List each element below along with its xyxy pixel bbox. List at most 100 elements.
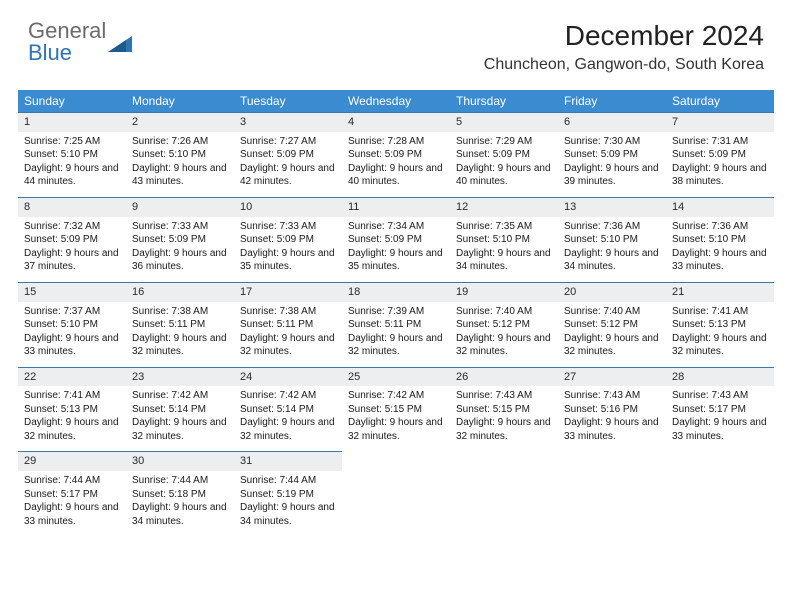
logo-triangle-icon (108, 34, 134, 54)
day-detail: Sunrise: 7:36 AMSunset: 5:10 PMDaylight:… (666, 217, 774, 282)
day-detail: Sunrise: 7:41 AMSunset: 5:13 PMDaylight:… (666, 302, 774, 367)
day-number: 24 (234, 367, 342, 387)
day-detail: Sunrise: 7:43 AMSunset: 5:17 PMDaylight:… (666, 386, 774, 451)
weekday-header-cell: Saturday (666, 90, 774, 112)
day-cell: 11Sunrise: 7:34 AMSunset: 5:09 PMDayligh… (342, 197, 450, 282)
day-number: 27 (558, 367, 666, 387)
day-cell: 27Sunrise: 7:43 AMSunset: 5:16 PMDayligh… (558, 367, 666, 452)
day-cell: 23Sunrise: 7:42 AMSunset: 5:14 PMDayligh… (126, 367, 234, 452)
calendar-grid: SundayMondayTuesdayWednesdayThursdayFrid… (0, 82, 792, 536)
weekday-header-cell: Wednesday (342, 90, 450, 112)
day-number: 30 (126, 451, 234, 471)
day-number: 1 (18, 112, 126, 132)
logo-text-blue: Blue (28, 42, 106, 64)
day-number: 2 (126, 112, 234, 132)
day-number: 11 (342, 197, 450, 217)
day-detail: Sunrise: 7:29 AMSunset: 5:09 PMDaylight:… (450, 132, 558, 197)
weekday-header-row: SundayMondayTuesdayWednesdayThursdayFrid… (18, 90, 774, 112)
day-cell: 3Sunrise: 7:27 AMSunset: 5:09 PMDaylight… (234, 112, 342, 197)
day-detail: Sunrise: 7:38 AMSunset: 5:11 PMDaylight:… (126, 302, 234, 367)
day-cell: 30Sunrise: 7:44 AMSunset: 5:18 PMDayligh… (126, 451, 234, 536)
location-subtitle: Chuncheon, Gangwon-do, South Korea (484, 56, 764, 74)
day-detail: Sunrise: 7:36 AMSunset: 5:10 PMDaylight:… (558, 217, 666, 282)
day-detail: Sunrise: 7:44 AMSunset: 5:19 PMDaylight:… (234, 471, 342, 536)
day-detail: Sunrise: 7:25 AMSunset: 5:10 PMDaylight:… (18, 132, 126, 197)
day-detail: Sunrise: 7:42 AMSunset: 5:14 PMDaylight:… (234, 386, 342, 451)
day-cell: 14Sunrise: 7:36 AMSunset: 5:10 PMDayligh… (666, 197, 774, 282)
day-cell: 7Sunrise: 7:31 AMSunset: 5:09 PMDaylight… (666, 112, 774, 197)
day-detail: Sunrise: 7:43 AMSunset: 5:16 PMDaylight:… (558, 386, 666, 451)
logo-text-general: General (28, 20, 106, 42)
week-row: 15Sunrise: 7:37 AMSunset: 5:10 PMDayligh… (18, 282, 774, 367)
month-title: December 2024 (484, 20, 764, 52)
day-detail: Sunrise: 7:28 AMSunset: 5:09 PMDaylight:… (342, 132, 450, 197)
day-detail: Sunrise: 7:40 AMSunset: 5:12 PMDaylight:… (450, 302, 558, 367)
day-detail: Sunrise: 7:26 AMSunset: 5:10 PMDaylight:… (126, 132, 234, 197)
day-cell: 8Sunrise: 7:32 AMSunset: 5:09 PMDaylight… (18, 197, 126, 282)
day-cell: 17Sunrise: 7:38 AMSunset: 5:11 PMDayligh… (234, 282, 342, 367)
day-detail: Sunrise: 7:30 AMSunset: 5:09 PMDaylight:… (558, 132, 666, 197)
week-row: 29Sunrise: 7:44 AMSunset: 5:17 PMDayligh… (18, 451, 774, 536)
logo: General Blue (28, 20, 134, 64)
day-detail: Sunrise: 7:40 AMSunset: 5:12 PMDaylight:… (558, 302, 666, 367)
day-number: 31 (234, 451, 342, 471)
day-cell: 12Sunrise: 7:35 AMSunset: 5:10 PMDayligh… (450, 197, 558, 282)
day-number: 23 (126, 367, 234, 387)
day-number: 9 (126, 197, 234, 217)
day-number: 7 (666, 112, 774, 132)
page-header: General Blue December 2024 Chuncheon, Ga… (0, 0, 792, 82)
day-cell: 25Sunrise: 7:42 AMSunset: 5:15 PMDayligh… (342, 367, 450, 452)
day-cell: 19Sunrise: 7:40 AMSunset: 5:12 PMDayligh… (450, 282, 558, 367)
weekday-header-cell: Tuesday (234, 90, 342, 112)
day-cell: 20Sunrise: 7:40 AMSunset: 5:12 PMDayligh… (558, 282, 666, 367)
day-detail: Sunrise: 7:43 AMSunset: 5:15 PMDaylight:… (450, 386, 558, 451)
day-number: 14 (666, 197, 774, 217)
day-cell: . (450, 451, 558, 536)
day-cell: 6Sunrise: 7:30 AMSunset: 5:09 PMDaylight… (558, 112, 666, 197)
week-row: 1Sunrise: 7:25 AMSunset: 5:10 PMDaylight… (18, 112, 774, 197)
day-cell: 21Sunrise: 7:41 AMSunset: 5:13 PMDayligh… (666, 282, 774, 367)
day-cell: 28Sunrise: 7:43 AMSunset: 5:17 PMDayligh… (666, 367, 774, 452)
day-detail: Sunrise: 7:27 AMSunset: 5:09 PMDaylight:… (234, 132, 342, 197)
day-number: 22 (18, 367, 126, 387)
day-detail: Sunrise: 7:33 AMSunset: 5:09 PMDaylight:… (126, 217, 234, 282)
day-number: 18 (342, 282, 450, 302)
day-number: 25 (342, 367, 450, 387)
weekday-header-cell: Monday (126, 90, 234, 112)
day-detail: Sunrise: 7:44 AMSunset: 5:17 PMDaylight:… (18, 471, 126, 536)
day-detail: Sunrise: 7:34 AMSunset: 5:09 PMDaylight:… (342, 217, 450, 282)
day-number: 8 (18, 197, 126, 217)
weekday-header-cell: Friday (558, 90, 666, 112)
day-number: 10 (234, 197, 342, 217)
day-cell: . (558, 451, 666, 536)
day-detail: Sunrise: 7:37 AMSunset: 5:10 PMDaylight:… (18, 302, 126, 367)
week-row: 22Sunrise: 7:41 AMSunset: 5:13 PMDayligh… (18, 367, 774, 452)
day-cell: 16Sunrise: 7:38 AMSunset: 5:11 PMDayligh… (126, 282, 234, 367)
day-detail: Sunrise: 7:31 AMSunset: 5:09 PMDaylight:… (666, 132, 774, 197)
day-cell: 1Sunrise: 7:25 AMSunset: 5:10 PMDaylight… (18, 112, 126, 197)
day-number: 26 (450, 367, 558, 387)
day-cell: 5Sunrise: 7:29 AMSunset: 5:09 PMDaylight… (450, 112, 558, 197)
day-cell: 26Sunrise: 7:43 AMSunset: 5:15 PMDayligh… (450, 367, 558, 452)
week-row: 8Sunrise: 7:32 AMSunset: 5:09 PMDaylight… (18, 197, 774, 282)
day-number: 19 (450, 282, 558, 302)
day-cell: 13Sunrise: 7:36 AMSunset: 5:10 PMDayligh… (558, 197, 666, 282)
day-number: 12 (450, 197, 558, 217)
day-cell: . (342, 451, 450, 536)
day-number: 20 (558, 282, 666, 302)
day-cell: 31Sunrise: 7:44 AMSunset: 5:19 PMDayligh… (234, 451, 342, 536)
day-number: 16 (126, 282, 234, 302)
day-cell: 10Sunrise: 7:33 AMSunset: 5:09 PMDayligh… (234, 197, 342, 282)
day-detail: Sunrise: 7:33 AMSunset: 5:09 PMDaylight:… (234, 217, 342, 282)
day-number: 5 (450, 112, 558, 132)
day-number: 28 (666, 367, 774, 387)
day-number: 4 (342, 112, 450, 132)
day-cell: 15Sunrise: 7:37 AMSunset: 5:10 PMDayligh… (18, 282, 126, 367)
title-block: December 2024 Chuncheon, Gangwon-do, Sou… (484, 20, 764, 74)
day-detail: Sunrise: 7:35 AMSunset: 5:10 PMDaylight:… (450, 217, 558, 282)
day-number: 3 (234, 112, 342, 132)
day-detail: Sunrise: 7:39 AMSunset: 5:11 PMDaylight:… (342, 302, 450, 367)
weekday-header-cell: Thursday (450, 90, 558, 112)
day-number: 29 (18, 451, 126, 471)
day-detail: Sunrise: 7:42 AMSunset: 5:15 PMDaylight:… (342, 386, 450, 451)
